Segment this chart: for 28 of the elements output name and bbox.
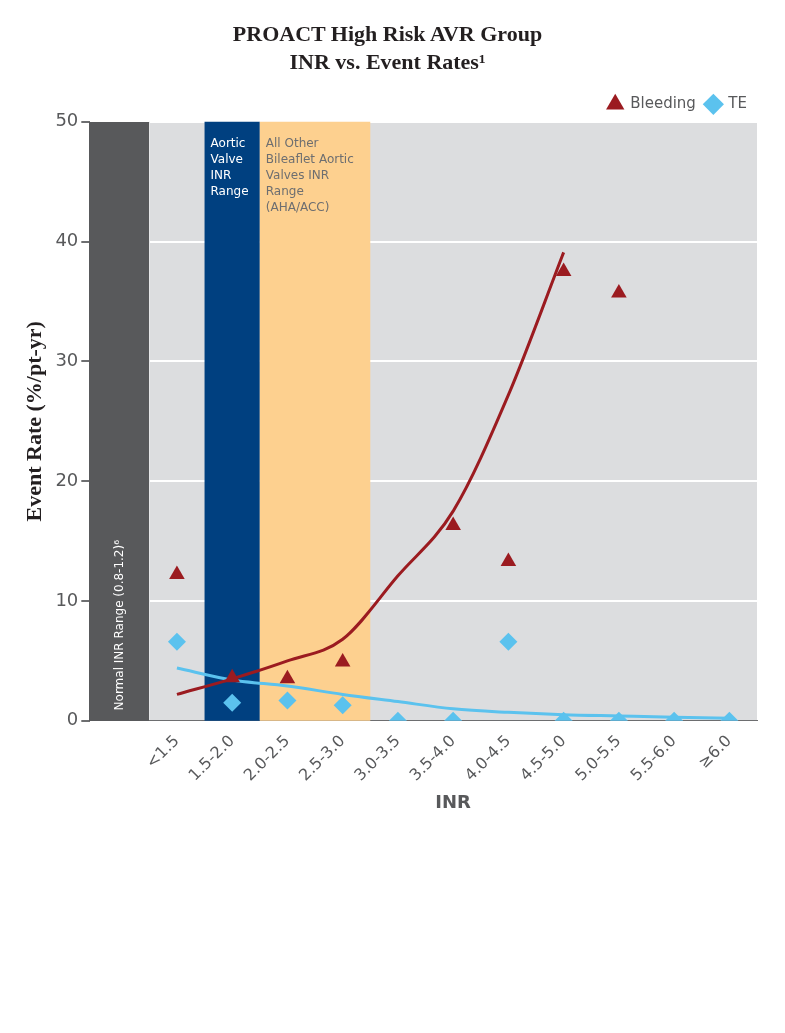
point <box>611 284 627 298</box>
point <box>445 516 461 530</box>
point <box>279 669 296 684</box>
point <box>333 696 352 715</box>
x-axis-title: INR <box>435 790 472 812</box>
y-tick-label: 0 <box>66 708 79 730</box>
y-tick-label: 50 <box>55 109 79 131</box>
legend-label: Bleeding <box>630 94 696 113</box>
y-tick-label: 40 <box>55 229 79 251</box>
y-axis-title: Event Rate (%/pt-yr) <box>20 321 46 522</box>
point <box>334 653 351 667</box>
y-tick-label: 30 <box>55 349 79 371</box>
band-label: All Other Bileaflet Aortic Valves INR Range (AHA/ACC) <box>265 135 354 214</box>
point <box>169 565 185 580</box>
point <box>278 691 297 710</box>
point <box>223 693 242 712</box>
point <box>167 632 186 651</box>
y-tick-label: 10 <box>55 588 79 610</box>
y-tick-label: 20 <box>55 468 79 490</box>
point <box>499 632 518 651</box>
point <box>224 668 240 683</box>
legend-label: TE <box>727 94 747 113</box>
band-label: Aortic Valve INR Range <box>210 135 249 198</box>
shaded-panel: Normal INR Range (0.8-1.2)⁶ <box>89 121 150 721</box>
chart-subtitle: INR vs. Event Rates¹ <box>289 49 486 75</box>
point <box>500 552 517 566</box>
point <box>555 262 572 277</box>
chart-title: PROACT High Risk AVR Group <box>232 20 543 46</box>
